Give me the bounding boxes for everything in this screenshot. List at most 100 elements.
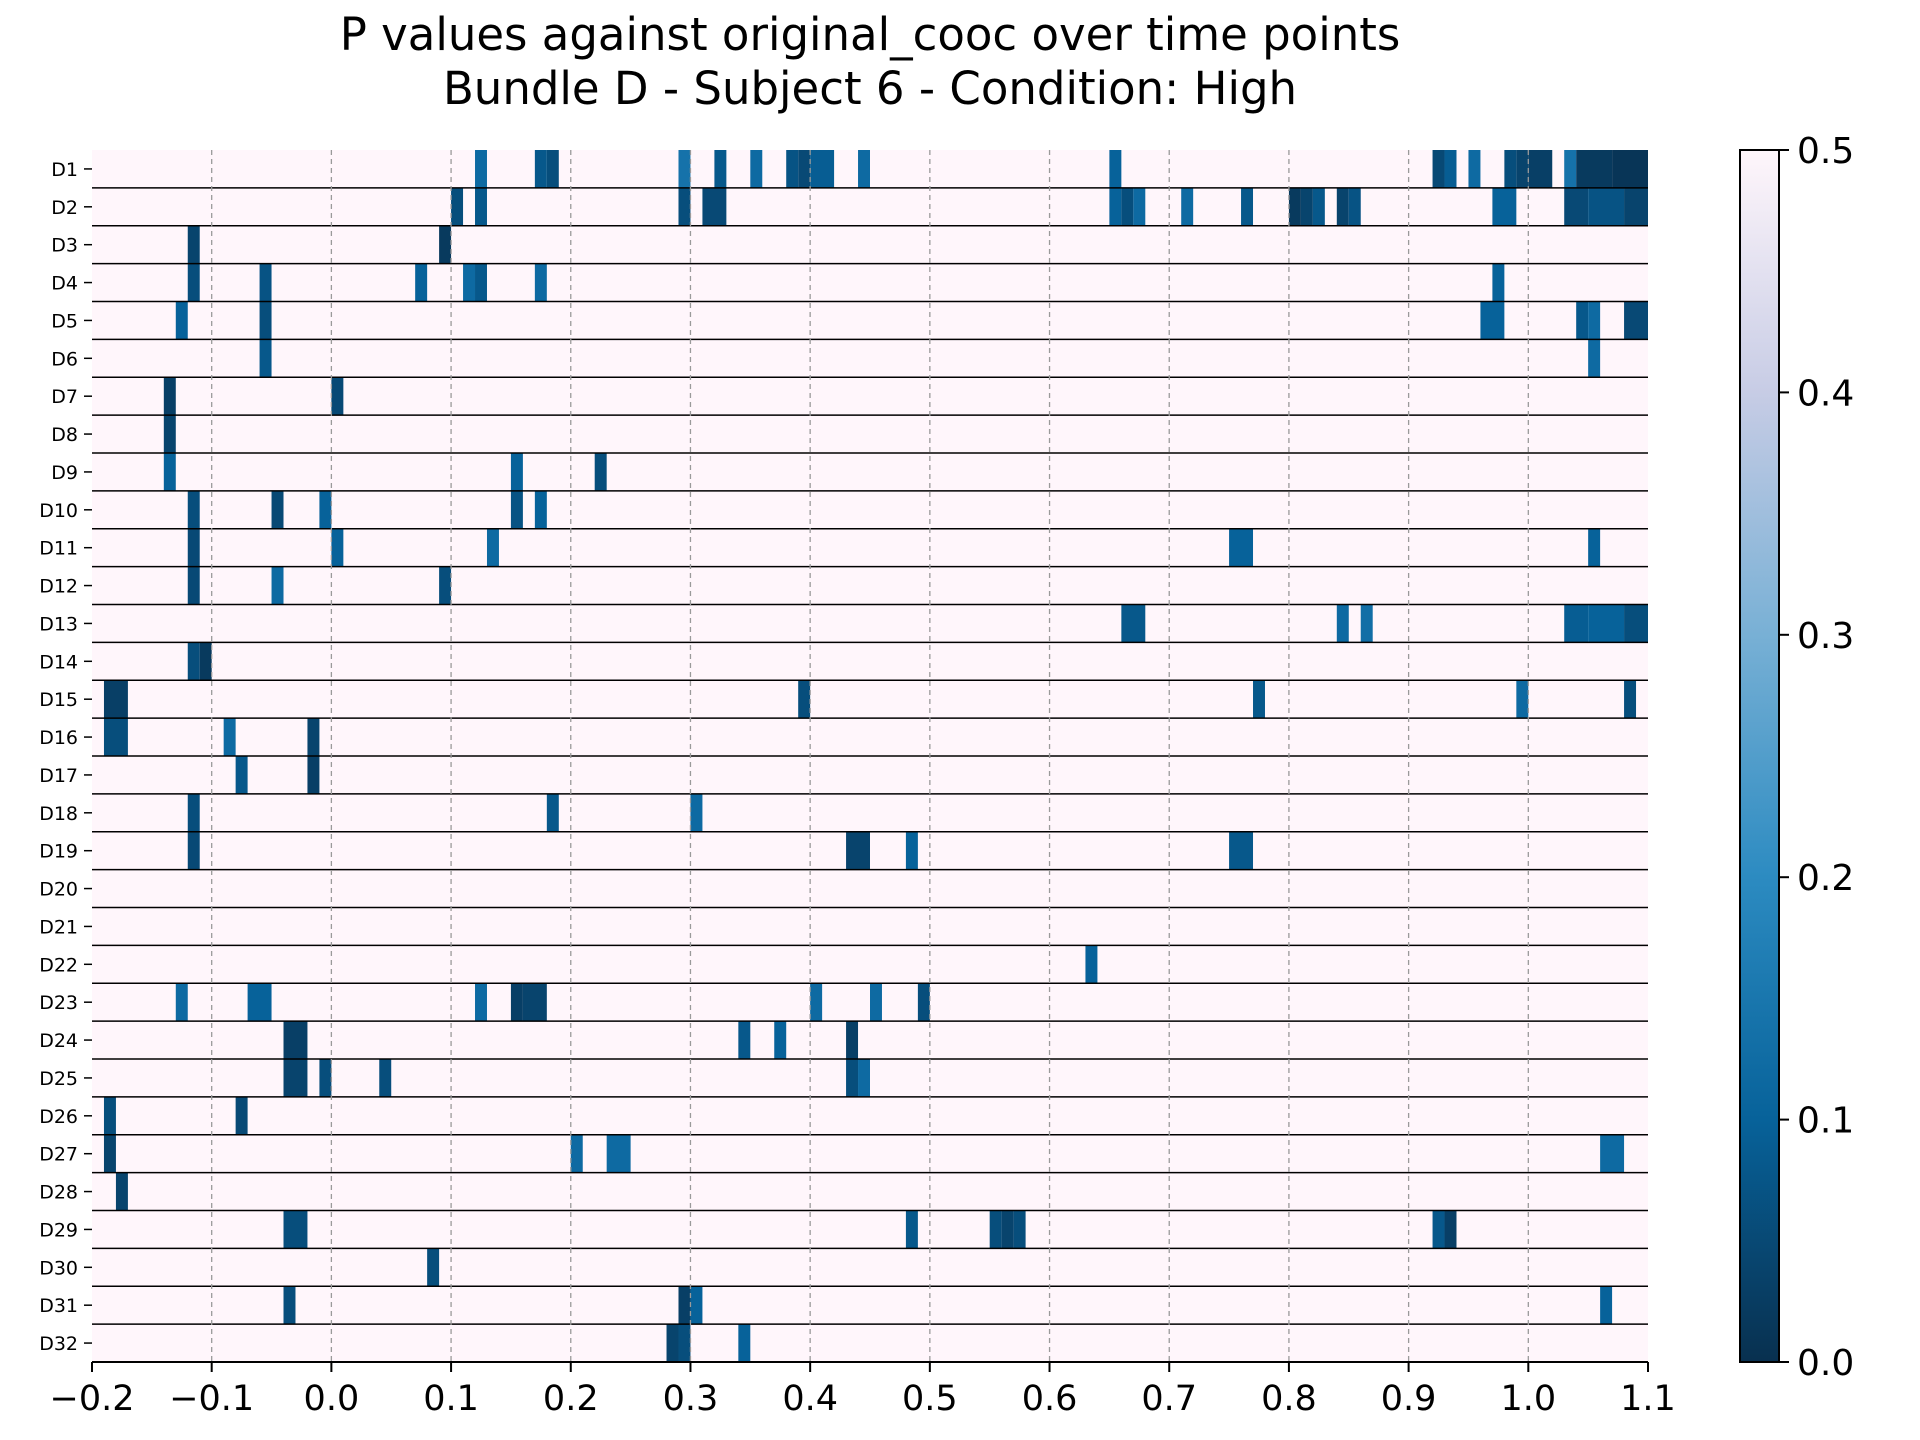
heatmap-cell-d29 <box>1444 1210 1457 1249</box>
heatmap-cell-d1 <box>1444 150 1457 188</box>
heatmap-cell-d19 <box>1229 831 1254 870</box>
heatmap-cell-d1 <box>750 150 763 188</box>
heatmap-cell-d12 <box>439 566 452 605</box>
x-tick-label: 0.5 <box>902 1379 958 1419</box>
heatmap-cells <box>103 150 1648 1362</box>
heatmap-cell-d8 <box>163 415 176 453</box>
heatmap-cell-d32 <box>678 1324 691 1362</box>
heatmap-cell-d32 <box>738 1324 751 1362</box>
row-label-d9: D9 <box>51 462 78 484</box>
row-label-d25: D25 <box>39 1068 78 1090</box>
row-label-d21: D21 <box>39 916 78 938</box>
heatmap-cell-d2 <box>1181 187 1194 226</box>
heatmap-cell-d24 <box>774 1021 787 1059</box>
row-label-d22: D22 <box>39 954 78 976</box>
colorbar-tick-label: 0.4 <box>1797 373 1854 414</box>
heatmap-cell-d31 <box>1600 1286 1613 1325</box>
heatmap-cell-d9 <box>163 453 176 491</box>
heatmap-cell-d2 <box>475 187 487 226</box>
heatmap-cell-d15 <box>798 680 811 719</box>
heatmap-cell-d13 <box>1336 604 1349 643</box>
row-label-d29: D29 <box>39 1219 78 1241</box>
row-label-d13: D13 <box>39 613 78 635</box>
heatmap-cell-d12 <box>187 566 200 605</box>
row-label-d24: D24 <box>39 1030 78 1052</box>
row-label-d18: D18 <box>39 803 78 825</box>
colorbar-tick-label: 0.0 <box>1797 1343 1854 1384</box>
heatmap-cell-d29 <box>1013 1210 1026 1249</box>
row-label-d19: D19 <box>39 841 78 863</box>
heatmap-cell-d15 <box>1253 680 1265 719</box>
row-label-d3: D3 <box>51 235 78 257</box>
heatmap-cell-d1 <box>1612 150 1648 188</box>
heatmap-cell-d30 <box>427 1248 440 1287</box>
row-label-d26: D26 <box>39 1106 78 1128</box>
heatmap-cell-d19 <box>187 831 200 870</box>
heatmap-cell-d5 <box>259 301 272 340</box>
heatmap-cell-d29 <box>905 1210 918 1249</box>
x-tick-label: 0.9 <box>1381 1379 1437 1419</box>
row-label-d16: D16 <box>39 727 78 749</box>
heatmap-cell-d12 <box>271 566 284 605</box>
row-label-d1: D1 <box>51 159 78 181</box>
heatmap-cell-d1 <box>1564 150 1577 188</box>
heatmap-cell-d16 <box>307 718 320 756</box>
heatmap-cell-d2 <box>1300 187 1313 226</box>
heatmap-cell-d2 <box>1348 187 1361 226</box>
heatmap-cell-d11 <box>1588 528 1601 567</box>
heatmap-cell-d13 <box>1624 604 1648 643</box>
heatmap-cell-d2 <box>1492 187 1517 226</box>
heatmap-cell-d24 <box>738 1021 751 1059</box>
heatmap-cell-d23 <box>917 983 930 1022</box>
heatmap-cell-d24 <box>846 1021 859 1059</box>
chart-title-line-1: P values against original_cooc over time… <box>339 8 1401 61</box>
heatmap-cell-d6 <box>259 339 272 378</box>
heatmap-cell-d4 <box>415 263 428 302</box>
x-tick-label: 0.3 <box>663 1379 719 1419</box>
heatmap-cell-d9 <box>594 453 607 491</box>
x-tick-label: 0.6 <box>1022 1379 1078 1419</box>
heatmap-cell-d4 <box>475 263 487 302</box>
colorbar: 0.0 0.1 0.2 0.3 0.4 0.5 <box>1739 131 1854 1384</box>
heatmap-cell-d9 <box>510 453 523 491</box>
heatmap-cell-d2 <box>1241 187 1254 226</box>
heatmap-cell-d11 <box>1229 528 1254 567</box>
heatmap-cell-d29 <box>989 1210 1002 1249</box>
heatmap-cell-d14 <box>199 642 212 681</box>
heatmap-cell-d1 <box>1516 150 1529 188</box>
colorbar-tick-label: 0.2 <box>1797 858 1854 899</box>
row-label-d30: D30 <box>39 1257 78 1279</box>
heatmap-cell-d17 <box>235 756 248 794</box>
heatmap-cell-d10 <box>510 490 523 529</box>
heatmap-cell-d1 <box>1432 150 1445 188</box>
heatmap-cell-d29 <box>1001 1210 1014 1249</box>
heatmap-cell-d13 <box>1360 604 1373 643</box>
heatmap-cell-d7 <box>331 377 344 416</box>
row-label-d11: D11 <box>39 538 78 560</box>
heatmap-cell-d5 <box>1480 301 1505 340</box>
heatmap-cell-d4 <box>1492 263 1505 302</box>
heatmap-cell-d1 <box>1576 150 1613 188</box>
heatmap-cell-d1 <box>678 150 691 188</box>
x-tick-label: 0.4 <box>782 1379 838 1419</box>
colorbar-tick-label: 0.3 <box>1797 616 1854 657</box>
heatmap-cell-d5 <box>1624 301 1648 340</box>
heatmap-cell-d10 <box>187 490 200 529</box>
row-label-d17: D17 <box>39 765 78 787</box>
heatmap-cell-d31 <box>283 1286 296 1325</box>
row-label-d32: D32 <box>39 1333 78 1355</box>
heatmap-cell-d19 <box>846 831 870 870</box>
heatmap-cell-d23 <box>475 983 487 1022</box>
row-label-d31: D31 <box>39 1295 78 1317</box>
heatmap-cell-d3 <box>439 225 452 264</box>
x-tick-label: 0.0 <box>304 1379 360 1419</box>
heatmap-cell-d2 <box>1121 187 1134 226</box>
heatmap-cell-d23 <box>810 983 823 1022</box>
heatmap-cell-d10 <box>534 490 547 529</box>
heatmap-cell-d16 <box>103 718 128 756</box>
heatmap-cell-d1 <box>810 150 835 188</box>
row-label-d15: D15 <box>39 689 78 711</box>
x-tick-label: 0.2 <box>543 1379 599 1419</box>
heatmap-cell-d31 <box>678 1286 691 1325</box>
heatmap-cell-d23 <box>870 983 882 1022</box>
